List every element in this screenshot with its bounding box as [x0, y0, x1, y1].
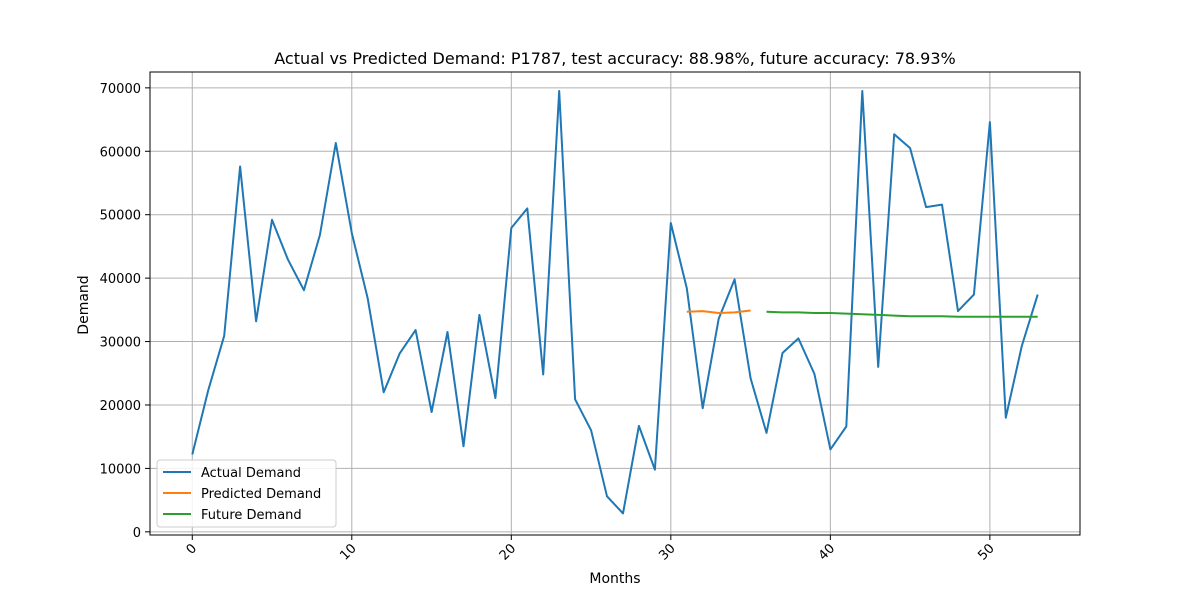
chart-title: Actual vs Predicted Demand: P1787, test …: [274, 49, 956, 68]
y-axis-label: Demand: [76, 275, 92, 334]
actual-demand-line: [191, 90, 1039, 515]
actual-demand-legend-label: Actual Demand: [201, 466, 301, 481]
y-tick-label: 0: [133, 526, 141, 541]
y-tick-label: 60000: [100, 145, 141, 160]
legend-box: [156, 459, 337, 528]
predicted-demand-legend-label: Predicted Demand: [201, 487, 321, 502]
legend: Actual Demand Predicted Demand Future Dema…: [156, 459, 337, 528]
predicted-demand-line: [686, 309, 751, 314]
x-axis-label: Months: [589, 571, 640, 587]
y-tick-label: 40000: [100, 272, 141, 287]
y-tick-label: 70000: [100, 82, 141, 97]
plot-frame: [149, 71, 1081, 536]
future-demand-legend-label: Future Demand: [201, 508, 302, 523]
y-tick-label: 30000: [100, 336, 141, 351]
series-layer: [191, 90, 1039, 515]
y-tick-label: 10000: [100, 462, 141, 477]
y-tick-label: 20000: [100, 399, 141, 414]
y-axis-ticks: 0 10000 20000 30000 40000 50000 60000 70000: [100, 82, 150, 541]
y-tick-label: 50000: [100, 209, 141, 224]
future-demand-line: [766, 310, 1038, 318]
